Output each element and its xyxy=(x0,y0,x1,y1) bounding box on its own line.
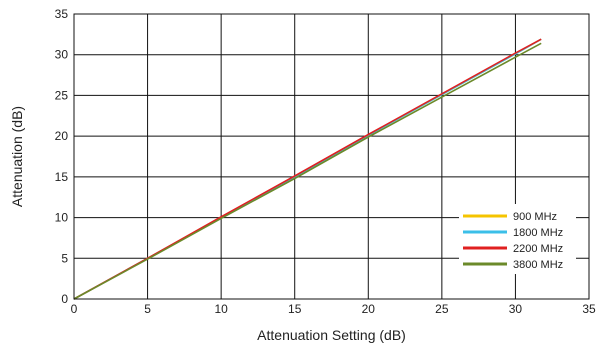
legend-label: 3800 MHz xyxy=(513,259,563,271)
y-tick-label: 25 xyxy=(55,88,69,102)
y-axis-label: Attenuation (dB) xyxy=(9,106,25,207)
x-tick-labels: 0 5 10 15 20 25 30 35 xyxy=(71,302,596,316)
y-tick-label: 15 xyxy=(55,170,69,184)
legend-label: 900 MHz xyxy=(513,211,557,223)
plot-frame xyxy=(73,13,590,300)
legend-label: 2200 MHz xyxy=(513,243,563,255)
y-tick-label: 0 xyxy=(61,292,68,306)
y-tick-label: 35 xyxy=(55,7,69,21)
y-tick-label: 10 xyxy=(55,211,69,225)
x-tick-label: 0 xyxy=(71,302,78,316)
y-tick-label: 30 xyxy=(55,48,69,62)
y-tick-label: 20 xyxy=(55,129,69,143)
y-tick-label: 5 xyxy=(61,251,68,265)
series-line-3800-mhz xyxy=(73,42,542,300)
x-tick-label: 35 xyxy=(582,302,596,316)
x-tick-label: 15 xyxy=(288,302,302,316)
legend-label: 1800 MHz xyxy=(513,227,563,239)
x-axis-label: Attenuation Setting (dB) xyxy=(257,327,406,343)
x-tick-label: 30 xyxy=(509,302,523,316)
x-tick-label: 10 xyxy=(214,302,228,316)
x-tick-label: 25 xyxy=(435,302,449,316)
x-tick-label: 5 xyxy=(144,302,151,316)
legend: 900 MHz 1800 MHz 2200 MHz 3800 MHz xyxy=(459,204,576,274)
y-tick-labels: 0 5 10 15 20 25 30 35 xyxy=(55,7,69,306)
series-lines xyxy=(73,38,542,300)
x-tick-label: 20 xyxy=(362,302,376,316)
series-line-2200-mhz xyxy=(73,38,542,300)
